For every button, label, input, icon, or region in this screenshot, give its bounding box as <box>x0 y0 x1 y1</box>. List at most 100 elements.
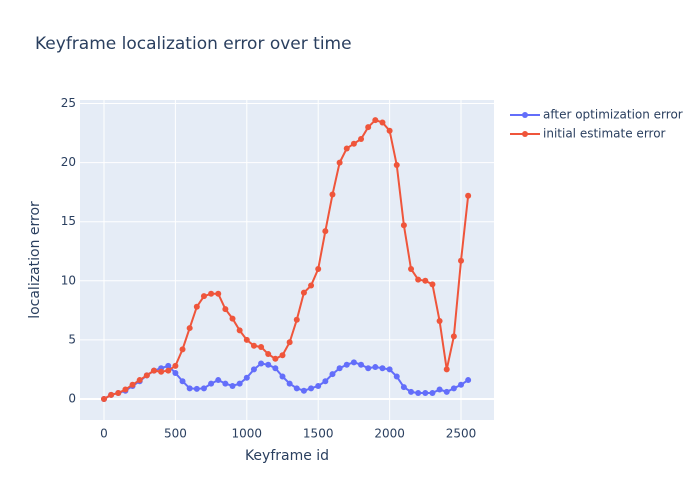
data-point <box>272 365 279 372</box>
data-point <box>436 386 443 393</box>
x-tick-label: 0 <box>100 427 108 441</box>
y-tick-label: 0 <box>68 391 76 405</box>
x-tick-label: 2500 <box>446 427 477 441</box>
data-point <box>229 382 236 389</box>
data-point <box>329 371 336 378</box>
data-point <box>193 303 200 310</box>
data-point <box>279 373 286 380</box>
series-line <box>103 118 470 400</box>
data-point <box>258 343 265 350</box>
data-point <box>158 368 165 375</box>
data-point <box>443 366 450 373</box>
data-point <box>450 385 457 392</box>
x-tick-label: 500 <box>164 427 187 441</box>
data-point <box>200 385 207 392</box>
data-point <box>358 135 365 142</box>
data-point <box>429 390 436 397</box>
data-point <box>458 257 465 264</box>
data-point <box>279 352 286 359</box>
data-point <box>386 366 393 373</box>
data-point <box>379 119 386 126</box>
data-point <box>215 290 222 297</box>
data-point <box>222 380 229 387</box>
data-point <box>243 336 250 343</box>
data-point <box>465 192 472 199</box>
data-point <box>322 228 329 235</box>
data-point <box>408 265 415 272</box>
data-point <box>465 377 472 384</box>
data-point <box>208 290 215 297</box>
data-point <box>236 380 243 387</box>
data-point <box>365 365 372 372</box>
data-point <box>329 191 336 198</box>
x-tick-label: 1500 <box>303 427 334 441</box>
data-point <box>300 387 307 394</box>
data-point <box>386 127 393 134</box>
data-point <box>400 222 407 229</box>
data-point <box>165 362 172 369</box>
data-point <box>250 342 257 349</box>
data-point <box>293 385 300 392</box>
data-point <box>179 378 186 385</box>
data-point <box>408 388 415 395</box>
data-point <box>308 385 315 392</box>
plot-area <box>80 100 494 420</box>
data-point <box>193 385 200 392</box>
data-point <box>286 380 293 387</box>
data-point <box>350 359 357 366</box>
data-point <box>186 325 193 332</box>
data-point <box>393 161 400 168</box>
data-point <box>215 377 222 384</box>
data-point <box>265 361 272 368</box>
data-point <box>208 380 215 387</box>
data-point <box>400 384 407 391</box>
data-point <box>436 317 443 324</box>
y-tick-label: 5 <box>68 332 76 346</box>
data-point <box>350 140 357 147</box>
data-point <box>315 382 322 389</box>
data-point <box>222 306 229 313</box>
data-point <box>365 124 372 131</box>
data-point <box>358 361 365 368</box>
data-point <box>372 364 379 371</box>
legend-marker <box>522 112 528 118</box>
data-point <box>293 316 300 323</box>
data-point <box>258 360 265 367</box>
x-tick-label: 1000 <box>232 427 263 441</box>
data-point <box>443 388 450 395</box>
data-point <box>315 265 322 272</box>
data-point <box>236 327 243 334</box>
legend-label[interactable]: after optimization error <box>543 108 683 122</box>
data-point <box>343 145 350 152</box>
data-point <box>136 377 143 384</box>
data-point <box>229 315 236 322</box>
data-point <box>429 281 436 288</box>
data-point <box>272 355 279 362</box>
data-point <box>243 374 250 381</box>
data-point <box>179 346 186 353</box>
data-point <box>172 369 179 376</box>
y-tick-label: 15 <box>61 214 76 228</box>
data-point <box>143 372 150 379</box>
y-tick-label: 10 <box>61 273 76 287</box>
data-point <box>415 390 422 397</box>
data-point <box>300 289 307 296</box>
data-point <box>422 390 429 397</box>
data-point <box>379 365 386 372</box>
data-point <box>100 395 107 402</box>
data-point <box>415 276 422 283</box>
data-point <box>336 365 343 372</box>
series-line <box>103 361 469 400</box>
data-point <box>250 366 257 373</box>
legend-label[interactable]: initial estimate error <box>543 127 666 141</box>
data-point <box>115 390 122 397</box>
data-point <box>336 159 343 166</box>
data-point <box>393 373 400 380</box>
data-point <box>129 381 136 388</box>
data-point <box>343 361 350 368</box>
data-point <box>122 386 129 393</box>
data-point <box>200 293 207 300</box>
data-point <box>322 378 329 385</box>
data-point <box>108 391 115 398</box>
